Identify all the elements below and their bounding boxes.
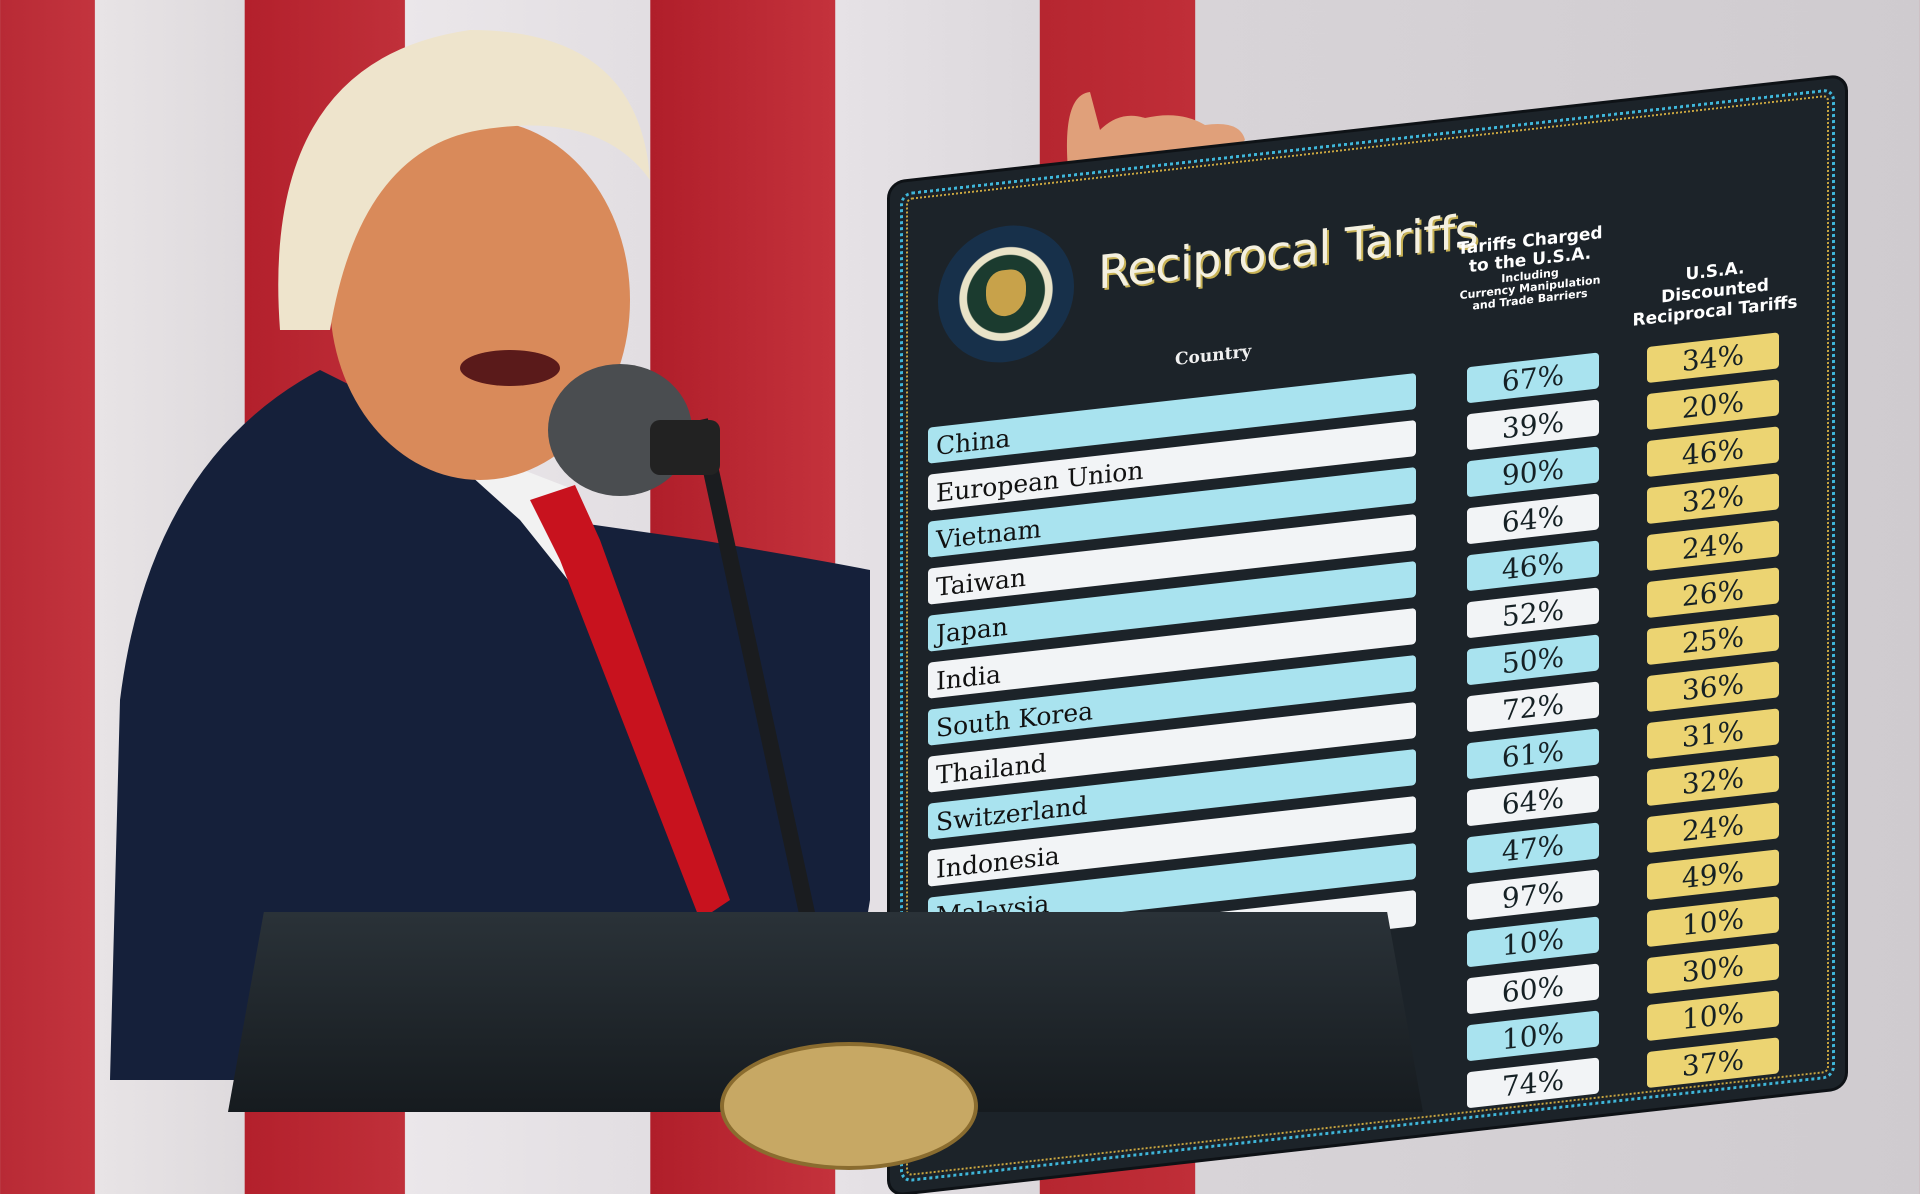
- speaker-figure: [110, 30, 1245, 1080]
- red-tie: [530, 485, 730, 920]
- mic-stand: [692, 418, 823, 952]
- mic-clip: [650, 420, 720, 475]
- photo-scene: Reciprocal Tariffs Country Tariffs Charg…: [0, 0, 1920, 1080]
- podium-seal-logo: [720, 1042, 978, 1170]
- microphone: [548, 364, 823, 952]
- face: [330, 120, 630, 480]
- suit-body: [110, 370, 870, 1080]
- open-mouth: [460, 350, 560, 386]
- white-hair: [278, 30, 650, 330]
